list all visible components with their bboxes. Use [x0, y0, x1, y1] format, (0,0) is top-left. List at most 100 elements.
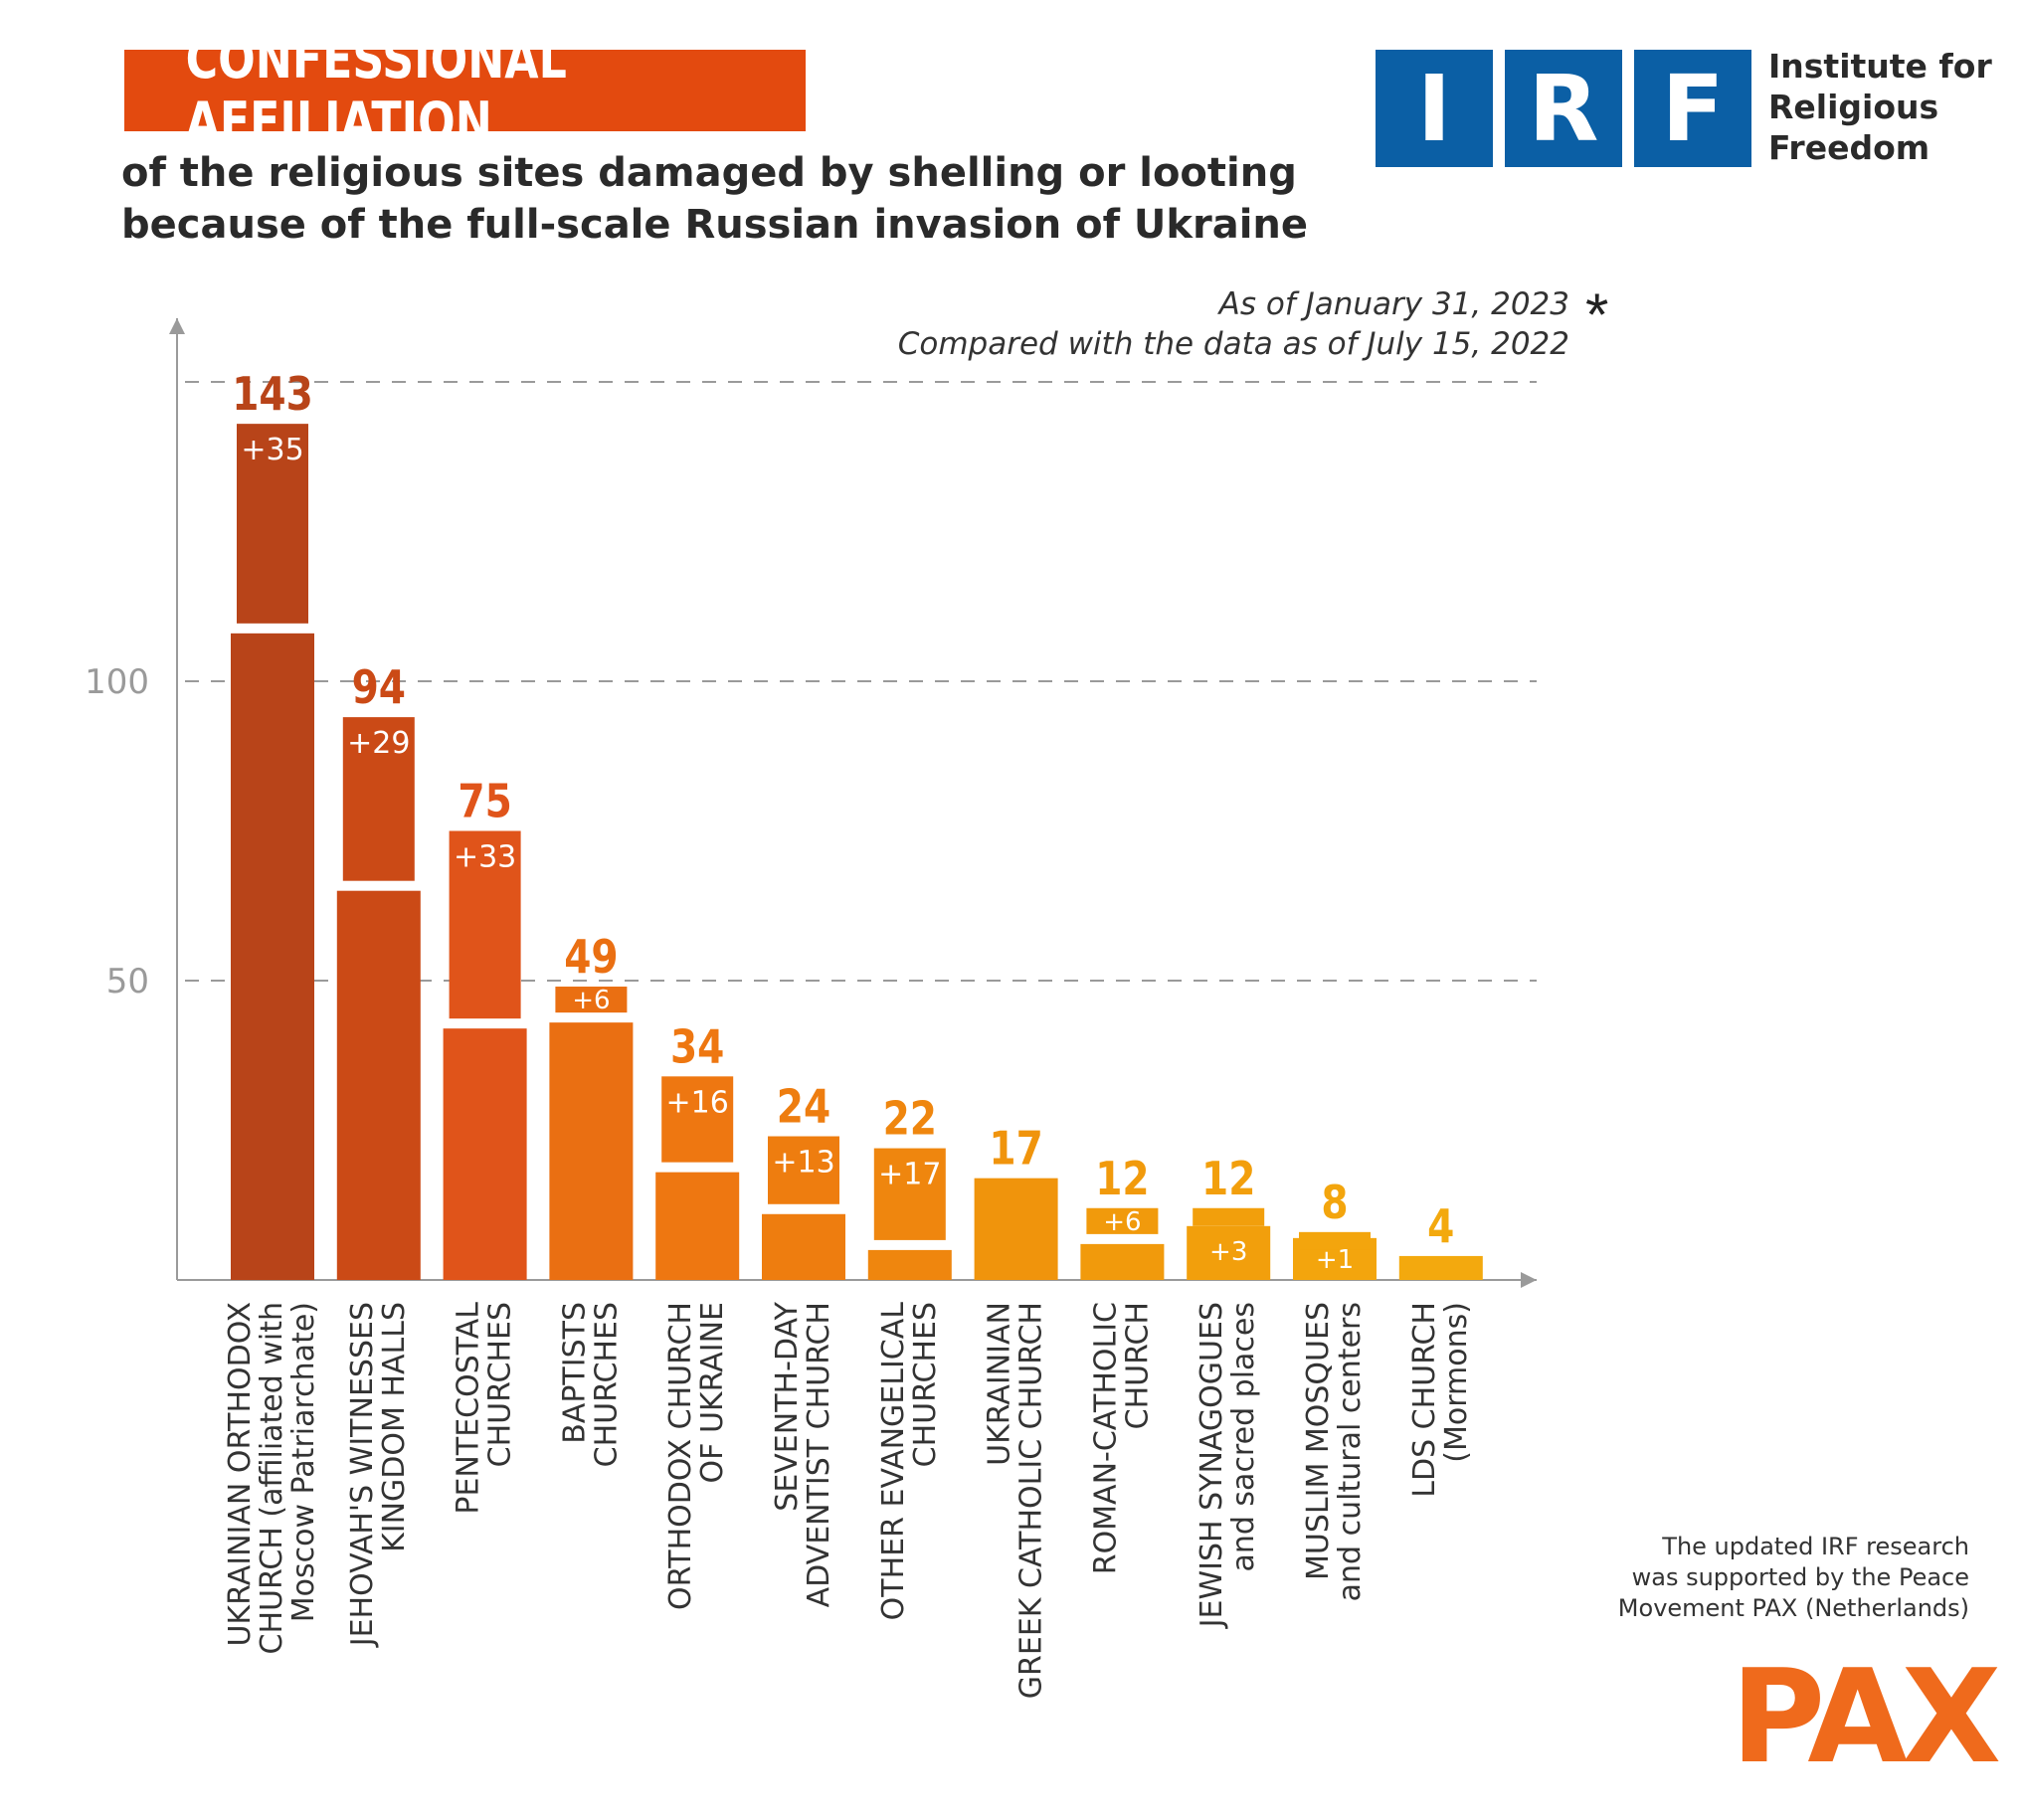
- category-label-line: Moscow Patriarchate): [286, 1302, 321, 1622]
- bar-base: [867, 1249, 952, 1280]
- asterisk-mark: *: [1585, 281, 1609, 348]
- bar-base: [549, 1022, 634, 1280]
- category-label-line: KINGDOM HALLS: [377, 1302, 412, 1552]
- x-axis-arrow: [1521, 1272, 1537, 1288]
- category-label-line: JEHOVAH'S WITNESSES: [345, 1302, 380, 1648]
- increment-label: +1: [1316, 1245, 1354, 1275]
- bar-base: [336, 890, 421, 1280]
- bar-base: [1080, 1243, 1165, 1280]
- support-note: The updated IRF research was supported b…: [1618, 1532, 1969, 1624]
- bar-base: [1187, 1225, 1271, 1280]
- bar-base: [974, 1178, 1058, 1280]
- category-label: LDS CHURCH(Mormons): [1407, 1302, 1474, 1498]
- bar-base: [762, 1213, 845, 1280]
- date-note: As of January 31, 2023: [1218, 286, 1569, 322]
- increment-label: +29: [347, 726, 410, 761]
- increment-label: +13: [772, 1146, 834, 1181]
- compare-note: Compared with the data as of July 15, 20…: [897, 326, 1569, 362]
- total-label: 143: [232, 368, 313, 422]
- total-label: 24: [777, 1080, 830, 1134]
- bar-base: [443, 1028, 527, 1280]
- category-label-line: and sacred places: [1226, 1302, 1261, 1572]
- subtitle-line-1: of the religious sites damaged by shelli…: [121, 150, 1297, 196]
- category-label-line: CHURCH: [1120, 1302, 1155, 1429]
- bar-base: [231, 633, 314, 1280]
- pax-logo: PAX: [1731, 1641, 2001, 1792]
- y-axis-arrow: [169, 318, 185, 334]
- bar-increment: [768, 1136, 839, 1204]
- category-label-line: ORTHODOX CHURCH: [663, 1302, 698, 1610]
- total-label: 49: [564, 931, 618, 985]
- category-label-line: ROMAN-CATHOLIC: [1088, 1302, 1123, 1574]
- total-label: 22: [883, 1093, 937, 1147]
- category-label-line: CHURCHES: [589, 1302, 624, 1467]
- category-label-line: GREEK CATHOLIC CHURCH: [1014, 1302, 1049, 1699]
- logo-letter-r: R: [1505, 50, 1622, 167]
- bar-base: [655, 1172, 740, 1280]
- total-label: 75: [458, 775, 511, 828]
- irf-logo: I R F: [1376, 50, 1763, 167]
- increment-label: +17: [878, 1158, 941, 1192]
- bar-base: [1398, 1255, 1483, 1280]
- logo-text-line-3: Freedom: [1768, 128, 1930, 167]
- bar-increment: [1193, 1207, 1265, 1226]
- category-label-line: CHURCH (affiliated with: [255, 1302, 289, 1654]
- logo-letter-f: F: [1634, 50, 1751, 167]
- total-label: 12: [1201, 1153, 1255, 1206]
- category-label-line: OF UKRAINE: [695, 1302, 730, 1483]
- category-label-line: ADVENTIST CHURCH: [802, 1302, 836, 1607]
- bar-increment: [661, 1076, 734, 1163]
- increment-label: +16: [666, 1085, 729, 1120]
- category-label-line: PENTECOSTAL: [452, 1302, 486, 1515]
- y-tick-label: 100: [85, 662, 149, 702]
- bar-increment: [873, 1148, 946, 1240]
- logo-text-line-1: Institute for: [1768, 47, 1992, 86]
- total-label: 17: [989, 1123, 1042, 1177]
- bar-increment: [237, 424, 308, 624]
- total-label: 34: [670, 1020, 724, 1074]
- bar-increment: [342, 717, 415, 881]
- support-note-line-3: Movement PAX (Netherlands): [1617, 1594, 1969, 1622]
- category-label-line: JEWISH SYNAGOGUES: [1195, 1302, 1229, 1629]
- total-label: 94: [352, 661, 406, 715]
- bar-increment: [449, 830, 521, 1019]
- logo-text-line-2: Religious: [1768, 88, 1939, 126]
- support-note-line-1: The updated IRF research: [1662, 1533, 1969, 1560]
- increment-label: +3: [1209, 1237, 1247, 1267]
- total-label: 8: [1321, 1177, 1348, 1230]
- increment-label: +6: [1103, 1207, 1141, 1237]
- category-label-line: BAPTISTS: [557, 1302, 592, 1444]
- category-label-line: CHURCHES: [908, 1302, 943, 1467]
- bar-increment: [555, 987, 628, 1013]
- total-label: 4: [1427, 1200, 1454, 1254]
- category-label-line: UKRAINIAN: [983, 1302, 1017, 1466]
- category-label-line: SEVENTH-DAY: [770, 1301, 805, 1511]
- logo-letter-i: I: [1376, 50, 1493, 167]
- y-tick-label: 50: [106, 962, 149, 1001]
- subtitle-line-2: because of the full-scale Russian invasi…: [121, 202, 1309, 248]
- category-label-line: (Mormons): [1439, 1302, 1474, 1463]
- category-label-line: CHURCHES: [483, 1302, 518, 1467]
- total-label: 12: [1095, 1153, 1149, 1206]
- bar-increment: [1299, 1231, 1371, 1250]
- bar-increment: [1086, 1207, 1159, 1234]
- increment-label: +6: [572, 986, 610, 1015]
- irf-logo-text: Institute for Religious Freedom: [1768, 46, 1992, 168]
- support-note-line-2: was supported by the Peace: [1631, 1563, 1969, 1591]
- chart-subtitle: of the religious sites damaged by shelli…: [121, 147, 1308, 251]
- increment-label: +35: [241, 433, 303, 467]
- category-label-line: and cultural centers: [1333, 1302, 1368, 1601]
- category-label-line: OTHER EVANGELICAL: [876, 1302, 911, 1621]
- category-label-line: UKRAINIAN ORTHODOX: [223, 1302, 258, 1647]
